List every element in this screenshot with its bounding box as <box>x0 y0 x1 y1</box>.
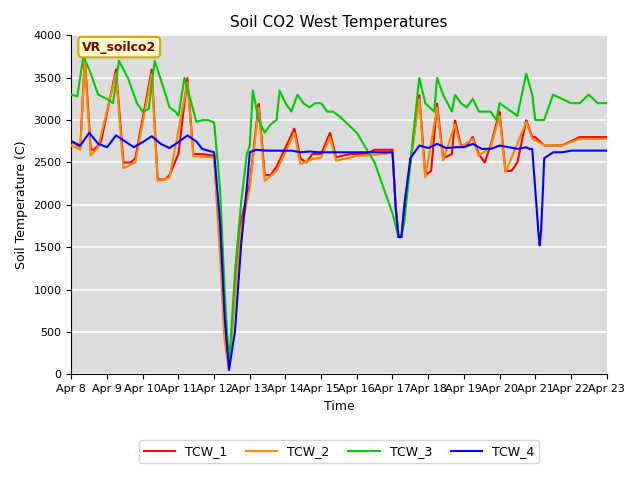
TCW_4 <box>552 149 560 155</box>
TCW_1 <box>182 85 190 91</box>
TCW_1 <box>217 262 225 268</box>
TCW_3 <box>392 221 399 227</box>
TCW_2 <box>603 136 611 142</box>
TCW_2 <box>401 200 408 206</box>
Line: TCW_4: TCW_4 <box>72 133 607 370</box>
Line: TCW_2: TCW_2 <box>72 61 607 370</box>
TCW_1 <box>401 200 408 206</box>
TCW_4 <box>217 239 225 244</box>
TCW_4 <box>603 148 611 154</box>
TCW_2 <box>552 143 560 148</box>
TCW_1 <box>68 138 76 144</box>
TCW_4 <box>401 200 408 206</box>
TCW_4 <box>85 130 93 136</box>
TCW_2 <box>603 136 611 142</box>
TCW_3 <box>552 93 560 99</box>
TCW_1 <box>603 134 611 140</box>
TCW_1 <box>552 143 560 148</box>
TCW_4 <box>182 133 190 139</box>
TCW_2 <box>217 271 225 276</box>
TCW_4 <box>225 367 233 373</box>
TCW_3 <box>217 206 225 212</box>
TCW_2 <box>182 85 190 91</box>
TCW_1 <box>81 54 88 60</box>
TCW_1 <box>392 198 399 204</box>
TCW_2 <box>68 143 76 148</box>
TCW_3 <box>603 100 611 106</box>
TCW_3 <box>182 81 190 87</box>
TCW_4 <box>68 138 76 144</box>
TCW_3 <box>603 100 611 106</box>
Y-axis label: Soil Temperature (C): Soil Temperature (C) <box>15 141 28 269</box>
Legend: TCW_1, TCW_2, TCW_3, TCW_4: TCW_1, TCW_2, TCW_3, TCW_4 <box>139 440 539 463</box>
TCW_2 <box>392 198 399 204</box>
Line: TCW_1: TCW_1 <box>72 57 607 367</box>
TCW_1 <box>603 134 611 140</box>
TCW_1 <box>225 364 233 370</box>
Text: VR_soilco2: VR_soilco2 <box>82 41 156 54</box>
TCW_3 <box>225 362 233 368</box>
TCW_2 <box>81 58 88 64</box>
Line: TCW_3: TCW_3 <box>72 57 607 365</box>
TCW_4 <box>392 198 399 204</box>
TCW_3 <box>68 92 76 97</box>
TCW_3 <box>79 54 87 60</box>
TCW_3 <box>401 216 408 222</box>
TCW_4 <box>603 148 611 154</box>
Title: Soil CO2 West Temperatures: Soil CO2 West Temperatures <box>230 15 448 30</box>
TCW_2 <box>225 367 233 372</box>
X-axis label: Time: Time <box>324 400 355 413</box>
